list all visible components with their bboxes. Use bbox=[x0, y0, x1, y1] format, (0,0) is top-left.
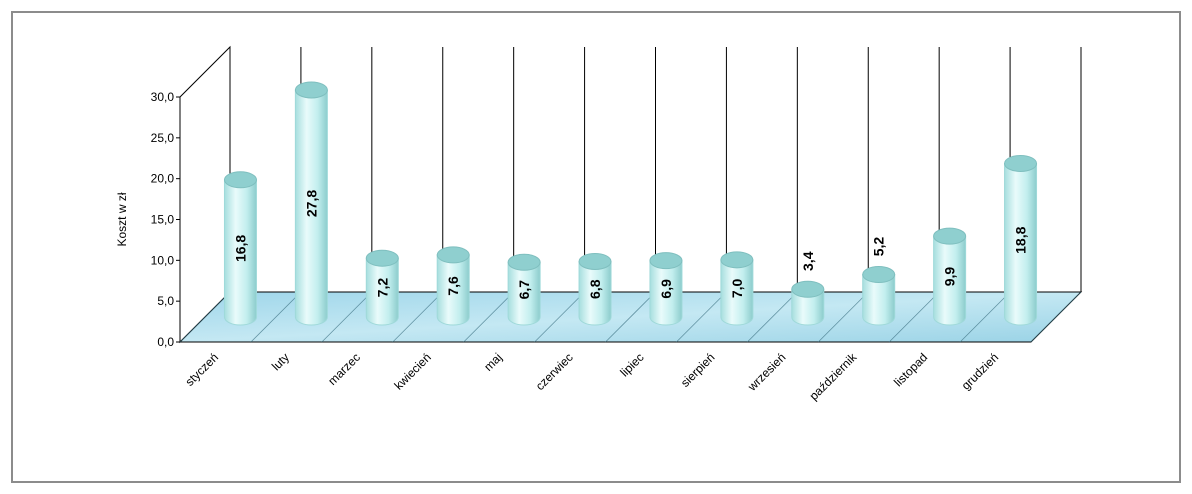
bar bbox=[223, 171, 257, 326]
bar-body bbox=[507, 261, 541, 326]
floor-divider bbox=[179, 291, 231, 343]
y-tick-label: 10,0 bbox=[151, 253, 175, 267]
x-tick-label: styczeń bbox=[182, 350, 221, 389]
data-label: 9,9 bbox=[942, 267, 958, 287]
bar bbox=[365, 249, 399, 326]
y-axis-label: Koszt w zł bbox=[115, 192, 129, 246]
bar-top bbox=[862, 266, 896, 284]
data-label: 27,8 bbox=[303, 190, 319, 217]
bar bbox=[1004, 154, 1038, 326]
bar-top bbox=[649, 252, 683, 270]
data-label: 3,4 bbox=[800, 251, 816, 271]
bar-body bbox=[862, 274, 896, 326]
x-tick-label: listopad bbox=[891, 350, 930, 389]
bar-body bbox=[223, 179, 257, 326]
floor-divider bbox=[250, 291, 302, 343]
bar bbox=[933, 227, 967, 326]
y-tick-label: 0,0 bbox=[157, 335, 174, 349]
floor-divider bbox=[747, 291, 798, 343]
bar-body bbox=[578, 260, 612, 326]
y-tick-label: 5,0 bbox=[157, 294, 174, 308]
bar bbox=[578, 252, 612, 326]
bar-top bbox=[720, 251, 754, 269]
floor-divider bbox=[605, 291, 656, 343]
bar-top bbox=[507, 253, 541, 271]
x-tick-label: marzec bbox=[325, 350, 363, 388]
x-tick-label: luty bbox=[269, 350, 292, 373]
floor-divider bbox=[463, 291, 514, 343]
x-tick-label: wrzesień bbox=[744, 350, 788, 394]
x-tick-label: kwiecień bbox=[391, 350, 433, 392]
data-label: 6,7 bbox=[516, 280, 532, 300]
bar-body bbox=[365, 257, 399, 326]
data-label: 7,6 bbox=[445, 276, 461, 296]
bar-body bbox=[294, 89, 328, 326]
bar bbox=[720, 251, 754, 326]
floor-divider bbox=[676, 291, 727, 343]
data-label: 16,8 bbox=[232, 235, 248, 262]
y-tick-label: 15,0 bbox=[151, 213, 175, 227]
bar-top bbox=[791, 280, 825, 298]
bar-top bbox=[933, 227, 967, 245]
bar-body bbox=[1004, 162, 1038, 326]
chart-frame: 0,0 5,0 10,0 15,0 20,0 25,0 30,0 Koszt w zł 16,8… bbox=[11, 11, 1181, 483]
bar-top bbox=[365, 249, 399, 267]
data-label: 5,2 bbox=[871, 237, 887, 257]
bar-body bbox=[436, 254, 470, 326]
bar-top bbox=[578, 252, 612, 270]
y-tick-label: 30,0 bbox=[151, 90, 175, 104]
y-tick-label: 25,0 bbox=[151, 131, 175, 145]
bar bbox=[507, 253, 541, 326]
bar bbox=[791, 280, 825, 326]
floor-divider bbox=[817, 291, 869, 343]
floor-divider bbox=[888, 291, 940, 343]
x-tick-label: grudzień bbox=[959, 350, 1001, 392]
bar-top bbox=[1004, 154, 1038, 172]
data-label: 6,8 bbox=[587, 279, 603, 299]
bar-body bbox=[791, 288, 825, 326]
data-label: 7,2 bbox=[374, 278, 390, 298]
bar-body bbox=[720, 259, 754, 326]
chart-svg: 0,0 5,0 10,0 15,0 20,0 25,0 30,0 Koszt w zł 16,8… bbox=[115, 45, 1083, 404]
y-tick-label: 20,0 bbox=[151, 172, 175, 186]
data-label: 18,8 bbox=[1013, 226, 1029, 253]
bar-top bbox=[436, 246, 470, 264]
bar bbox=[862, 266, 896, 326]
bar bbox=[436, 246, 470, 326]
bar-body bbox=[649, 260, 683, 326]
floor-divider bbox=[959, 291, 1011, 343]
floor-divider bbox=[534, 291, 585, 343]
data-label: 7,0 bbox=[729, 278, 745, 298]
x-tick-label: październik bbox=[807, 350, 861, 404]
floor-divider bbox=[1030, 291, 1082, 343]
floor-divider bbox=[392, 291, 444, 343]
bar-top bbox=[294, 81, 328, 99]
x-tick-label: maj bbox=[481, 350, 505, 374]
bar-body bbox=[933, 235, 967, 326]
x-tick-label: lipiec bbox=[617, 350, 646, 379]
x-tick-label: sierpień bbox=[678, 350, 718, 390]
bar-top bbox=[223, 171, 257, 189]
x-tick-label: czerwiec bbox=[533, 350, 576, 393]
bar bbox=[649, 252, 683, 326]
floor-divider bbox=[321, 291, 373, 343]
bar bbox=[294, 81, 328, 326]
side-wall bbox=[179, 45, 231, 344]
data-label: 6,9 bbox=[658, 279, 674, 299]
